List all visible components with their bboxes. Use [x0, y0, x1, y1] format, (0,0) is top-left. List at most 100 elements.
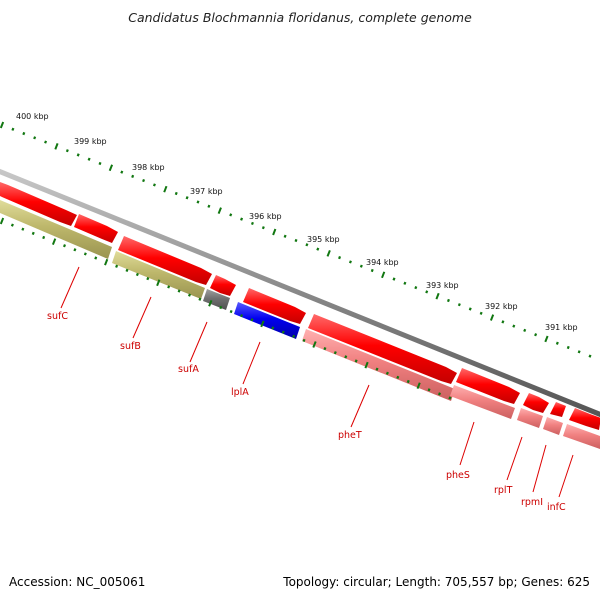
map-title: Candidatus Blochmannia floridanus, compl…: [128, 10, 472, 25]
minor-tick: [392, 277, 396, 281]
kbp-label: 391 kbp: [545, 323, 578, 332]
label-leader-line: [558, 454, 574, 498]
label-leader-line: [242, 341, 261, 385]
minor-tick: [588, 354, 592, 358]
minor-tick: [468, 307, 472, 311]
major-tick: [51, 238, 57, 245]
feature-block-pink: [563, 424, 600, 449]
minor-tick: [292, 334, 296, 338]
minor-tick: [229, 213, 233, 217]
minor-tick: [167, 285, 171, 289]
minor-tick: [62, 244, 67, 248]
minor-tick: [323, 346, 327, 351]
reverse-strand-features: [0, 200, 600, 449]
gene-labels: sufC sufB sufA lplA pheT pheS rplT rpmI …: [47, 266, 574, 513]
minor-tick: [425, 290, 429, 294]
gene-label: sufA: [178, 364, 199, 375]
minor-tick: [198, 297, 202, 301]
minor-tick: [240, 314, 244, 318]
minor-tick: [479, 311, 483, 315]
minor-tick: [240, 217, 244, 221]
minor-tick: [120, 170, 124, 174]
gene-label: rplT: [494, 485, 513, 496]
major-tick: [208, 300, 213, 307]
accession-text: Accession: NC_005061: [9, 575, 145, 589]
minor-tick: [512, 324, 516, 328]
major-tick: [108, 164, 114, 172]
minor-tick: [354, 359, 358, 363]
minor-tick: [44, 140, 48, 144]
gene-arrow-forward: [456, 368, 520, 404]
minor-tick: [21, 227, 25, 231]
minor-tick: [294, 238, 298, 243]
gene-arrow-forward: [0, 182, 77, 226]
label-leader-line: [60, 266, 80, 309]
minor-tick: [427, 388, 431, 392]
major-tick: [156, 279, 161, 287]
major-tick: [435, 292, 440, 300]
minor-tick: [135, 272, 139, 277]
genome-backbone: [0, 168, 600, 418]
feature-block-blue: [234, 302, 300, 339]
gene-arrow-forward: [74, 214, 118, 243]
minor-tick: [196, 200, 200, 204]
minor-tick: [261, 226, 265, 230]
label-leader-line: [350, 384, 370, 428]
gene-arrow-forward: [569, 408, 600, 430]
gene-arrow-forward: [308, 314, 457, 384]
minor-tick: [271, 326, 275, 330]
major-tick: [544, 335, 549, 343]
minor-tick: [370, 268, 374, 273]
minor-tick: [11, 127, 15, 131]
minor-tick: [283, 234, 287, 238]
minor-tick: [302, 338, 306, 342]
label-leader-line: [132, 296, 152, 339]
kbp-label: 398 kbp: [132, 163, 165, 172]
feature-block-pink: [543, 417, 563, 435]
minor-tick: [146, 276, 150, 281]
minor-tick: [76, 153, 80, 157]
major-tick: [312, 341, 317, 348]
gene-label: sufB: [120, 341, 141, 352]
minor-tick: [42, 235, 46, 240]
major-tick: [54, 143, 59, 150]
minor-tick: [10, 223, 14, 227]
minor-tick: [207, 204, 211, 208]
gene-label: lplA: [231, 387, 249, 398]
minor-tick: [185, 196, 189, 200]
minor-tick: [414, 285, 418, 290]
gene-label: rpmI: [521, 497, 543, 508]
outer-ruler: 400 kbp 399 kbp 398 kbp 397 kbp 396 kbp …: [0, 112, 592, 358]
major-tick: [326, 250, 331, 257]
minor-tick: [577, 350, 581, 354]
minor-tick: [31, 231, 35, 235]
minor-tick: [448, 396, 452, 400]
minor-tick: [73, 248, 77, 252]
gene-label: infC: [547, 502, 566, 513]
kbp-label: 392 kbp: [485, 302, 518, 311]
major-tick: [0, 121, 5, 129]
label-leader-line: [506, 436, 523, 481]
feature-block-pink: [302, 329, 455, 401]
minor-tick: [333, 351, 337, 355]
kbp-label: 397 kbp: [190, 187, 223, 196]
major-tick: [163, 185, 168, 193]
major-tick: [364, 361, 369, 369]
topology-text: Topology: circular; Length: 705,557 bp; …: [282, 575, 590, 589]
minor-tick: [177, 289, 181, 293]
minor-tick: [65, 149, 69, 153]
minor-tick: [33, 136, 37, 140]
major-tick: [381, 271, 386, 279]
major-tick: [260, 320, 265, 328]
minor-tick: [98, 161, 102, 166]
kbp-label: 399 kbp: [74, 137, 107, 146]
gene-label: pheS: [446, 470, 470, 481]
gene-arrow-forward: [550, 402, 566, 417]
minor-tick: [555, 341, 559, 345]
minor-tick: [375, 367, 379, 371]
minor-tick: [534, 333, 538, 337]
minor-tick: [338, 256, 342, 260]
major-tick: [0, 217, 5, 225]
outer-tick-marks: [0, 121, 592, 358]
